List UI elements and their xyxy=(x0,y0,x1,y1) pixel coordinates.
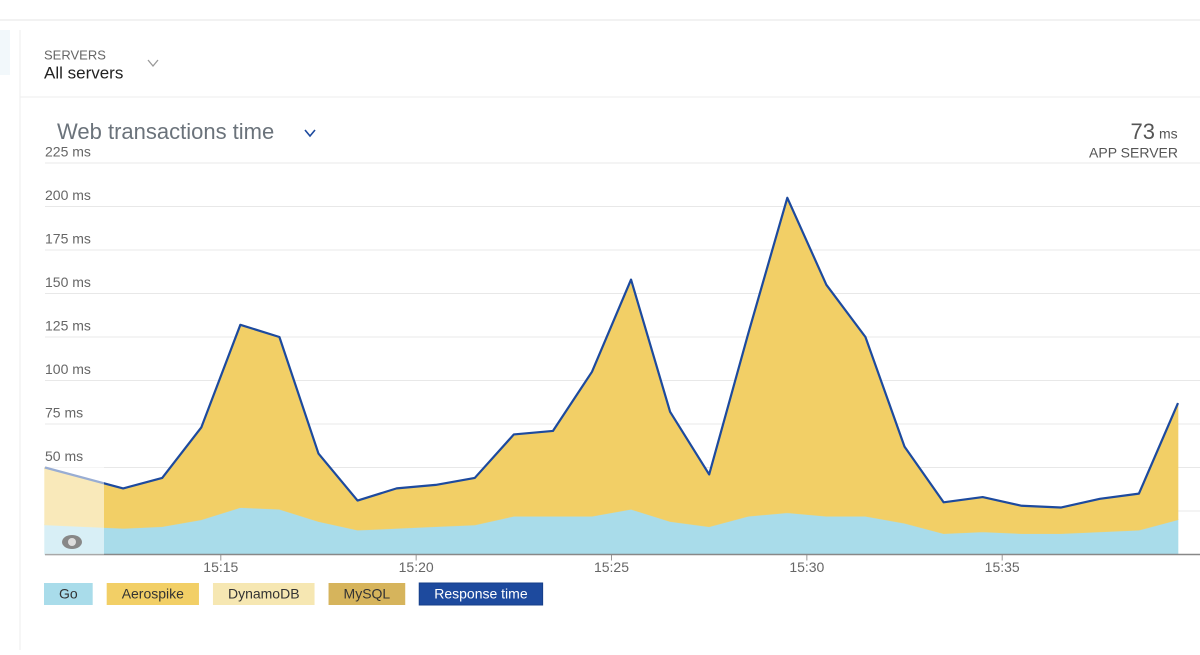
toggle-knob xyxy=(68,538,76,546)
y-tick-label: 50 ms xyxy=(45,448,83,464)
legend-label: Response time xyxy=(434,586,528,602)
y-tick-label: 75 ms xyxy=(45,405,83,421)
legend: Go Aerospike DynamoDB MySQL Response time xyxy=(44,582,544,606)
legend-item[interactable]: Response time xyxy=(418,582,544,606)
legend-swatch xyxy=(44,583,93,605)
y-tick-label: 100 ms xyxy=(45,361,91,377)
y-tick-label: 200 ms xyxy=(45,187,91,203)
summary-value: 73 xyxy=(1131,119,1155,144)
x-tick-label: 15:15 xyxy=(203,559,238,575)
servers-chevron[interactable] xyxy=(147,59,159,68)
legend-label: Aerospike xyxy=(122,586,184,602)
legend-swatch xyxy=(106,583,199,605)
legend-label: Go xyxy=(59,586,78,602)
legend-item[interactable]: Aerospike xyxy=(106,583,199,605)
legend-swatch xyxy=(418,582,544,606)
legend-swatch xyxy=(328,583,406,605)
area xyxy=(44,196,1179,535)
plot xyxy=(44,196,1200,556)
side-tab xyxy=(0,30,10,75)
y-tick-label: 225 ms xyxy=(45,144,91,160)
x-tick-label: 15:20 xyxy=(399,559,434,575)
title-chevron[interactable] xyxy=(304,129,316,138)
chart-title[interactable]: Web transactions time xyxy=(57,119,274,144)
x-tick-label: 15:35 xyxy=(985,559,1020,575)
summary-unit: ms xyxy=(1159,126,1178,142)
y-tick-label: 175 ms xyxy=(45,231,91,247)
x-tick-label: 15:30 xyxy=(789,559,824,575)
response-line xyxy=(44,196,1180,509)
summary-label: APP SERVER xyxy=(1089,145,1178,161)
servers-label: SERVERS xyxy=(44,47,106,62)
y-tick-label: 125 ms xyxy=(45,318,91,334)
legend-label: DynamoDB xyxy=(228,586,300,602)
legend-swatch xyxy=(212,583,315,605)
legend-item[interactable]: Go xyxy=(44,583,93,605)
legend-label: MySQL xyxy=(344,586,391,602)
legend-item[interactable]: MySQL xyxy=(328,583,406,605)
x-tick-label: 15:25 xyxy=(594,559,629,575)
legend-item[interactable]: DynamoDB xyxy=(212,583,315,605)
servers-value[interactable]: All servers xyxy=(44,63,123,82)
y-tick-label: 150 ms xyxy=(45,274,91,290)
